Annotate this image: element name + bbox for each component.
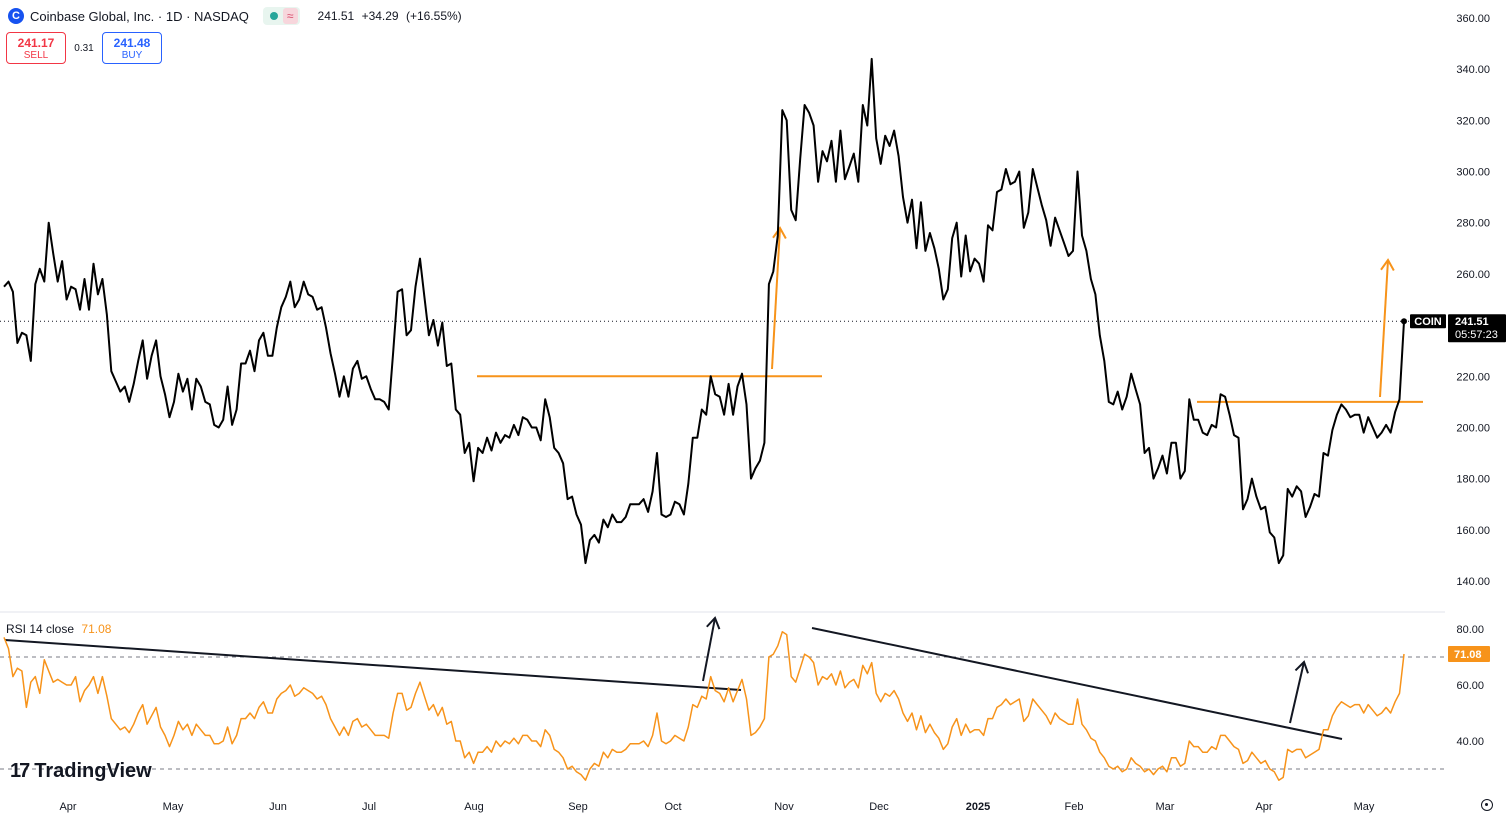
time-tick-label: Jul <box>362 801 376 813</box>
spread-value: 0.31 <box>74 42 94 54</box>
buy-price: 241.48 <box>113 36 151 50</box>
rsi-value-badge-text: 71.08 <box>1454 649 1482 661</box>
chart-header: C Coinbase Global, Inc. · 1D · NASDAQ ≈ … <box>8 6 466 26</box>
symbol-title[interactable]: Coinbase Global, Inc. · 1D · NASDAQ <box>30 8 249 24</box>
trade-buttons: 241.17 SELL 0.31 241.48 BUY <box>6 32 162 64</box>
rsi-line-series <box>3 631 1405 781</box>
rsi-level-lines <box>0 656 1445 770</box>
time-axis: Apr May Jun Jul Aug Sep Oct Nov Dec 2025 Feb Mar Apr… <box>59 801 1374 813</box>
rsi-tick-label: 60.00 <box>1456 680 1484 692</box>
rsi-break-up-arrow <box>702 616 721 682</box>
market-open-dot-icon <box>269 12 278 20</box>
rsi-axis: 40.00 60.00 80.00 <box>1456 624 1484 748</box>
price-tick-label: 200.00 <box>1456 422 1490 434</box>
rsi-value-badge-bg <box>1448 645 1490 662</box>
time-tick-label: Aug <box>464 801 484 813</box>
rsi-tick-label: 40.00 <box>1456 736 1484 748</box>
price-tick-label: 320.00 <box>1456 115 1490 127</box>
rsi-break-up-arrow-shaft <box>702 617 716 682</box>
rsi-break-up-arrow-head <box>1294 660 1309 674</box>
last-price-point <box>1401 318 1407 325</box>
price-change: +34.29 <box>361 9 399 23</box>
price-tick-label: 260.00 <box>1456 269 1490 281</box>
price-tick-label: 180.00 <box>1456 474 1490 486</box>
rsi-break-up-arrow-shaft <box>1289 661 1305 724</box>
time-tick-label: Mar <box>1156 801 1175 813</box>
price-tick-label: 340.00 <box>1456 64 1490 76</box>
symbol-badge-bg <box>1410 314 1446 329</box>
rsi-legend-value: 71.08 <box>81 622 112 636</box>
rsi-break-up-arrow <box>1289 660 1309 724</box>
price-axis: 140.00160.00180.00200.00220.00240.00260.… <box>1456 13 1490 588</box>
user-drawings[interactable] <box>4 226 1423 740</box>
breakout-up-arrow-head <box>1380 258 1395 271</box>
settings-gear-icon[interactable] <box>1481 799 1493 811</box>
price-tick-label: 140.00 <box>1456 576 1490 588</box>
time-tick-label: Nov <box>774 801 794 813</box>
rsi-line <box>3 631 1405 781</box>
tradingview-wordmark: TradingView <box>34 760 152 782</box>
price-tick-label: 160.00 <box>1456 525 1490 537</box>
sell-button[interactable]: 241.17 SELL <box>6 32 66 64</box>
rsi-legend-name: RSI 14 close <box>6 622 75 636</box>
buy-button[interactable]: 241.48 BUY <box>102 32 162 64</box>
buy-label: BUY <box>121 50 143 61</box>
time-tick-label: Sep <box>568 801 588 813</box>
time-tick-label: Oct <box>664 801 681 813</box>
time-tick-label: Dec <box>869 801 889 813</box>
time-tick-label: Apr <box>59 801 76 813</box>
tradingview-logo[interactable]: 17 TradingView <box>10 760 152 783</box>
breakout-up-arrow <box>771 226 787 370</box>
time-tick-label: May <box>1354 801 1375 813</box>
breakout-up-arrow <box>1379 258 1395 398</box>
quote-values: 241.51 +34.29 (+16.55%) <box>318 9 466 23</box>
tradingview-mark-icon: 17 <box>10 760 30 782</box>
last-price-badge-text: 241.51 <box>1455 316 1489 328</box>
price-line <box>3 57 1405 565</box>
price-change-percent: (+16.55%) <box>405 9 462 23</box>
coinbase-logo-icon: C <box>8 8 24 24</box>
rsi-tick-label: 80.00 <box>1456 624 1484 636</box>
sell-price: 241.17 <box>17 36 55 50</box>
time-tick-label: May <box>163 801 184 813</box>
time-tick-label: 2025 <box>966 801 990 813</box>
price-tick-label: 280.00 <box>1456 218 1490 230</box>
price-tick-label: 220.00 <box>1456 371 1490 383</box>
time-tick-label: Feb <box>1065 801 1084 813</box>
sell-label: SELL <box>23 50 49 61</box>
time-tick-label: Apr <box>1255 801 1272 813</box>
last-price: 241.51 <box>317 9 355 23</box>
rsi-downtrend-line <box>4 639 742 691</box>
breakout-up-arrow-shaft <box>771 227 781 370</box>
market-status-badge[interactable]: ≈ <box>262 7 300 25</box>
time-tick-label: Jun <box>269 801 287 813</box>
price-tick-label: 300.00 <box>1456 167 1490 179</box>
breakout-up-arrow-shaft <box>1379 259 1389 398</box>
last-price-badge-bg <box>1448 314 1506 343</box>
breakout-up-arrow-head <box>772 226 787 239</box>
wave-icon: ≈ <box>282 8 298 24</box>
rsi-legend[interactable]: RSI 14 close 71.08 <box>6 622 111 636</box>
rsi-break-up-arrow-head <box>706 616 721 630</box>
price-line-series <box>3 57 1407 565</box>
rsi-downtrend-line <box>811 627 1343 740</box>
price-tick-label: 360.00 <box>1456 13 1490 25</box>
countdown-badge-text: 05:57:23 <box>1455 329 1498 341</box>
symbol-badge-text: COIN <box>1414 316 1442 328</box>
